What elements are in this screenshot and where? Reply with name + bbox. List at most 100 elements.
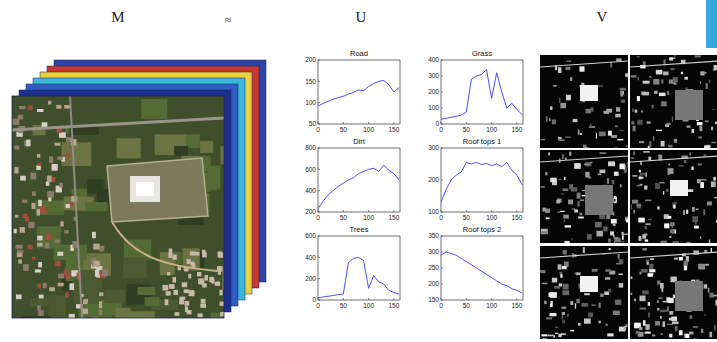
map-spot bbox=[679, 330, 683, 335]
field bbox=[54, 245, 87, 260]
field bbox=[123, 257, 146, 278]
house bbox=[173, 277, 176, 283]
map-spot bbox=[709, 293, 713, 298]
map-spot bbox=[669, 318, 674, 321]
field bbox=[141, 99, 167, 119]
y-tick-label: 100 bbox=[428, 208, 439, 215]
map-spot bbox=[577, 201, 579, 206]
map-spot bbox=[700, 81, 701, 84]
map-spot bbox=[647, 260, 649, 265]
line-group bbox=[441, 162, 522, 202]
house bbox=[220, 312, 224, 316]
x-tick bbox=[516, 122, 517, 124]
plot-title: Trees bbox=[350, 225, 369, 234]
map-spot bbox=[584, 293, 590, 295]
map-spot bbox=[568, 199, 573, 204]
map-spot bbox=[644, 186, 647, 190]
map-spot bbox=[542, 283, 547, 285]
house bbox=[12, 119, 19, 125]
map-spot bbox=[704, 314, 705, 315]
y-tick bbox=[441, 148, 443, 149]
y-tick-label: 400 bbox=[428, 56, 439, 63]
map-spot bbox=[584, 319, 591, 324]
house bbox=[30, 173, 36, 180]
map-spot bbox=[544, 301, 547, 304]
house bbox=[14, 229, 17, 233]
label-v: V bbox=[597, 9, 608, 25]
house bbox=[32, 191, 36, 196]
map-spot bbox=[628, 73, 629, 78]
map-spot bbox=[550, 292, 557, 298]
map-spot bbox=[661, 141, 665, 147]
house bbox=[39, 295, 44, 299]
map-spot bbox=[712, 109, 714, 110]
map-spot bbox=[565, 137, 571, 138]
house bbox=[38, 283, 41, 288]
house bbox=[32, 257, 35, 260]
map-spot bbox=[655, 321, 660, 326]
map-spot bbox=[565, 67, 570, 70]
house bbox=[191, 262, 195, 266]
field bbox=[36, 200, 64, 215]
map-spot bbox=[619, 274, 623, 275]
map-spot bbox=[711, 248, 712, 252]
map-spot bbox=[600, 293, 603, 296]
map-spot bbox=[648, 302, 650, 306]
plot-frame bbox=[318, 148, 400, 212]
map-spot bbox=[578, 130, 580, 135]
map-spot bbox=[575, 303, 576, 308]
map-spot bbox=[613, 235, 615, 237]
map-spot bbox=[673, 241, 679, 243]
map-spot bbox=[577, 193, 581, 199]
map-spot bbox=[698, 264, 705, 270]
map-spot bbox=[580, 200, 584, 201]
map-spot bbox=[708, 288, 709, 293]
field bbox=[200, 141, 213, 153]
house bbox=[188, 274, 191, 279]
map-spot bbox=[645, 324, 650, 330]
map-spot bbox=[650, 258, 654, 259]
cube bbox=[12, 60, 266, 338]
map-spot bbox=[564, 177, 566, 180]
house bbox=[166, 291, 171, 295]
spectrum-plot: Roof tops 2050100150150200250300350 bbox=[428, 225, 523, 309]
x-tick-label: 150 bbox=[388, 214, 399, 221]
map-spot bbox=[642, 290, 648, 294]
house bbox=[215, 282, 220, 286]
x-tick-label: 50 bbox=[463, 302, 471, 309]
map-spot bbox=[689, 153, 690, 156]
map-spot bbox=[660, 283, 664, 289]
map-spot bbox=[645, 172, 647, 176]
map-spot bbox=[614, 172, 619, 176]
map-spot bbox=[585, 172, 589, 178]
map-spot bbox=[622, 235, 624, 240]
house bbox=[99, 292, 103, 296]
house bbox=[64, 230, 69, 233]
house bbox=[218, 251, 223, 257]
map-spot bbox=[583, 145, 587, 148]
map-spot bbox=[567, 314, 569, 317]
x-tick-label: 150 bbox=[511, 302, 522, 309]
map-spot bbox=[660, 316, 662, 319]
map-spot bbox=[667, 298, 674, 303]
map-spot bbox=[674, 55, 675, 56]
track bbox=[112, 222, 217, 271]
map-spot bbox=[633, 126, 636, 132]
map-road bbox=[540, 61, 628, 67]
map-spot bbox=[576, 299, 579, 303]
y-tick bbox=[441, 212, 443, 213]
map-spot bbox=[694, 226, 699, 229]
map-spot bbox=[558, 264, 562, 269]
x-tick-label: 100 bbox=[363, 126, 374, 133]
y-tick-label: 200 bbox=[428, 88, 439, 95]
map-spot bbox=[583, 247, 585, 253]
map-spot bbox=[540, 270, 545, 273]
map-spot bbox=[570, 330, 574, 332]
house bbox=[24, 140, 30, 146]
house bbox=[47, 191, 54, 198]
map-spot bbox=[541, 334, 547, 336]
house bbox=[204, 275, 208, 281]
map-spot bbox=[667, 306, 669, 311]
map-spot bbox=[659, 182, 664, 183]
y-tick bbox=[441, 60, 443, 61]
